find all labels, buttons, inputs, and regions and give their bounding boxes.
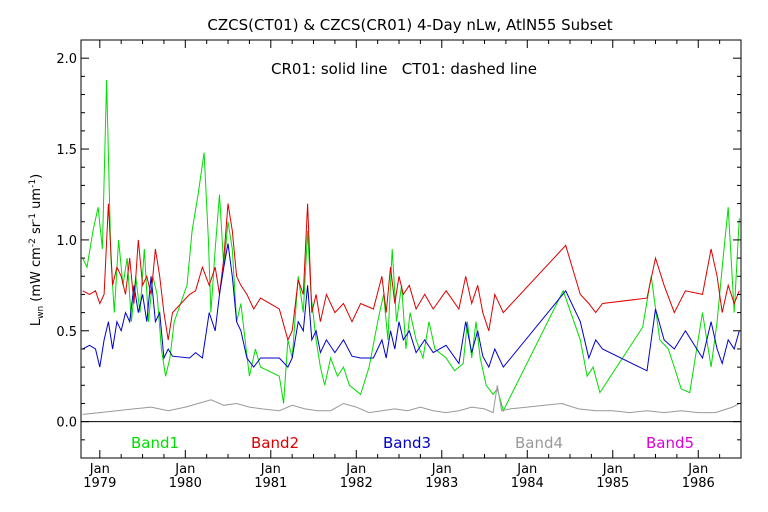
x-tick-label: 1983 [425,476,458,491]
chart-annotation: CR01: solid line CT01: dashed line [271,60,537,78]
y-axis-label: Lwn (mW cm-2 sr-1 um-1) [28,174,46,326]
y-tick-label: 0.5 [56,325,77,340]
y-tick-label: 1.0 [56,234,77,249]
x-tick-label: 1981 [254,476,287,491]
legend-item-band4: Band4 [515,434,563,452]
series-line-band4 [82,385,740,415]
series-line-band1 [82,79,740,413]
x-tick-label: 1982 [340,476,373,491]
x-tick-label: 1979 [83,476,116,491]
x-tick-label: 1984 [511,476,544,491]
x-tick-label: 1986 [682,476,715,491]
x-tick-label: 1985 [596,476,629,491]
x-tick-month: Jan [260,462,281,477]
plot-frame [80,39,742,459]
legend-item-band1: Band1 [131,434,179,452]
plot-lines [82,79,740,415]
legend-item-band3: Band3 [383,434,431,452]
x-tick-month: Jan [174,462,195,477]
x-tick-month: Jan [431,462,452,477]
y-tick-label: 2.0 [56,52,77,67]
x-tick-month: Jan [687,462,708,477]
chart-title: CZCS(CT01) & CZCS(CR01) 4-Day nLw, AtlN5… [207,16,612,34]
legend-item-band2: Band2 [251,434,299,452]
legend: Band1 Band2 Band3 Band4 Band5 [131,434,694,452]
y-tick-label: 0.0 [56,416,77,431]
x-tick-month: Jan [602,462,623,477]
x-tick-month: Jan [89,462,110,477]
series-line-band3 [82,243,740,372]
x-tick-month: Jan [516,462,537,477]
x-tick-label: 1980 [169,476,202,491]
series-line-band2 [82,203,740,342]
x-tick-month: Jan [345,462,366,477]
y-tick-label: 1.5 [56,143,77,158]
axes: 0.00.51.01.52.0Jan1979Jan1980Jan1981Jan1… [56,39,742,491]
legend-item-band5: Band5 [646,434,694,452]
